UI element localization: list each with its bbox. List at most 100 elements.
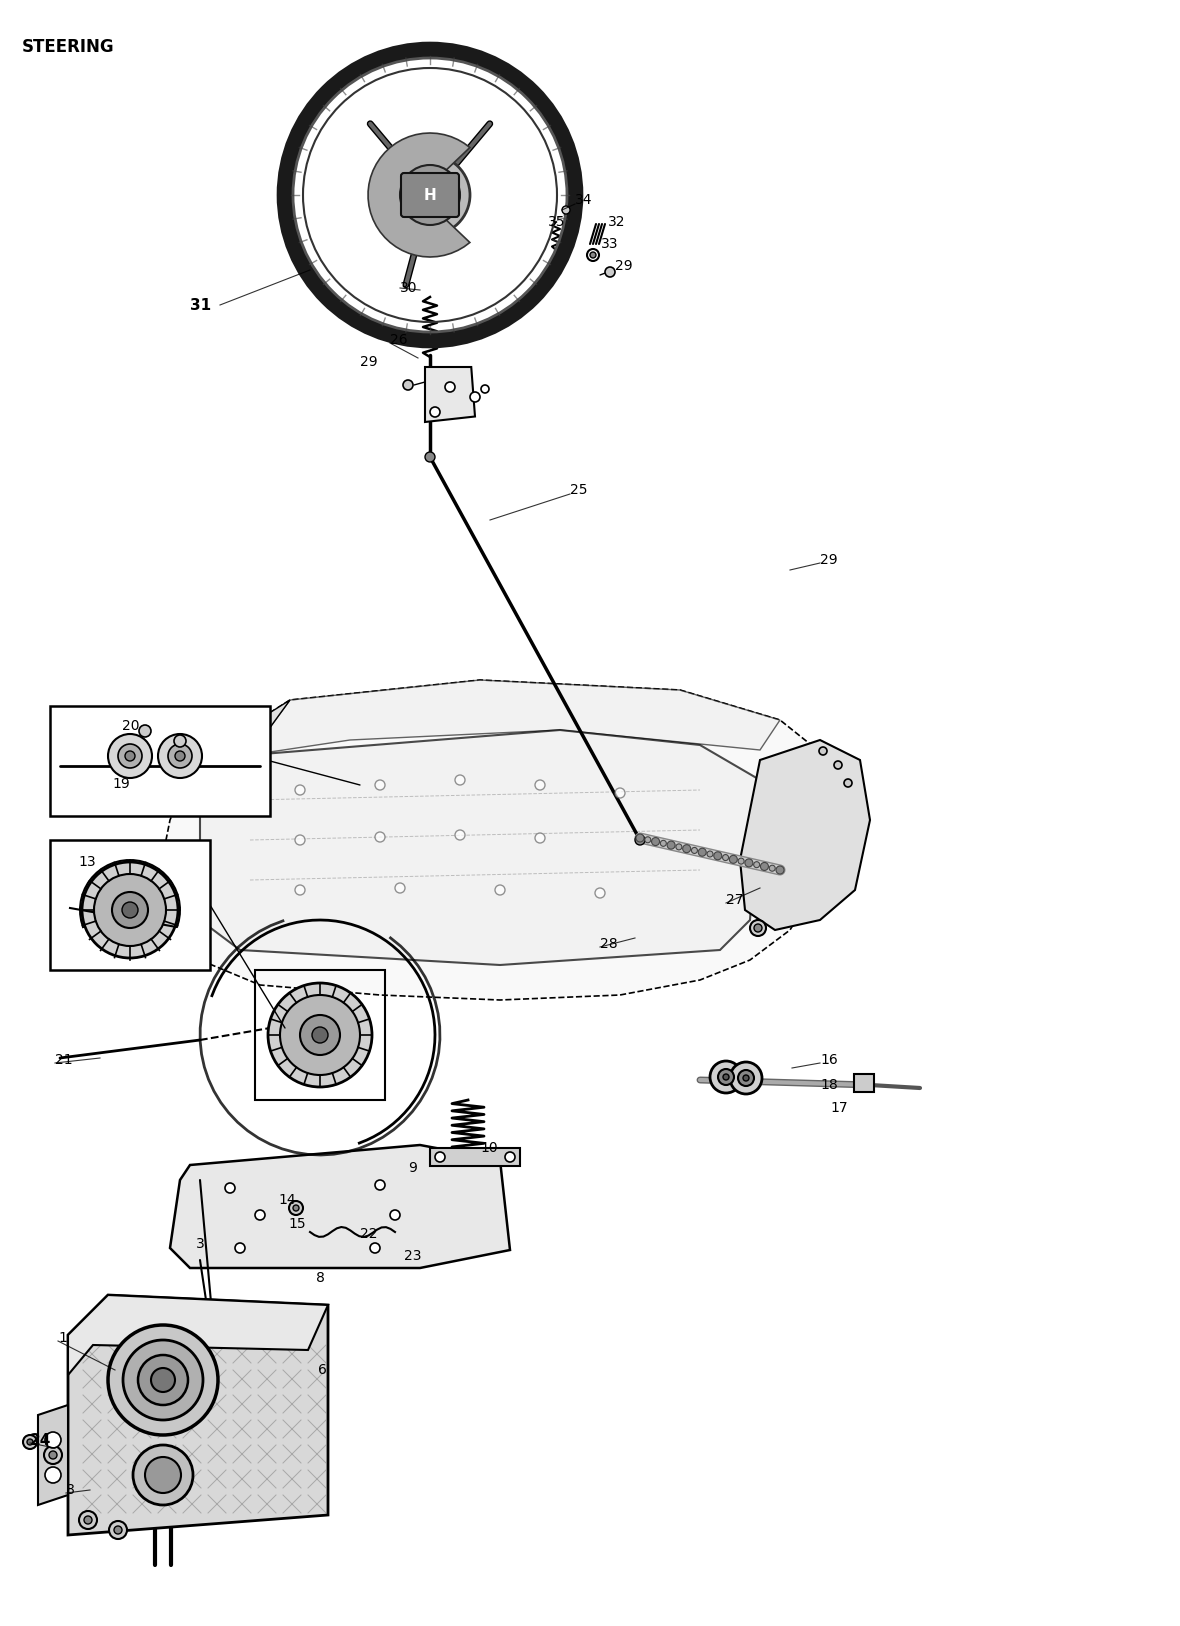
Circle shape [173,735,186,746]
Circle shape [739,859,745,863]
Circle shape [295,836,304,846]
Text: 3: 3 [196,1237,205,1250]
Circle shape [445,382,455,392]
Polygon shape [250,680,780,754]
Bar [255,971,385,1101]
Text: 34: 34 [575,193,592,207]
Text: 33: 33 [601,237,618,250]
Circle shape [114,1525,122,1533]
Text: 35: 35 [548,215,565,229]
Circle shape [375,833,385,842]
Text: 30: 30 [400,281,418,294]
Circle shape [586,249,599,262]
Circle shape [707,850,713,857]
Text: 31: 31 [190,298,211,312]
Circle shape [255,1210,266,1220]
Circle shape [404,380,413,390]
Circle shape [151,1367,175,1392]
Circle shape [667,841,675,849]
Circle shape [470,392,480,402]
Circle shape [139,725,151,737]
Circle shape [300,1015,340,1055]
Circle shape [391,1210,400,1220]
Text: 8: 8 [316,1272,324,1285]
Text: 25: 25 [570,483,588,498]
Circle shape [375,1180,385,1190]
Circle shape [683,844,690,852]
Circle shape [717,1068,734,1085]
Circle shape [44,1446,63,1463]
Circle shape [723,1075,729,1080]
Circle shape [494,885,505,894]
Circle shape [834,761,843,769]
Circle shape [84,1515,92,1524]
Text: 20: 20 [122,719,139,733]
Text: 18: 18 [820,1078,838,1093]
Circle shape [745,859,753,867]
Polygon shape [195,701,290,790]
Circle shape [400,164,460,224]
Text: 29: 29 [615,259,632,273]
Circle shape [289,1202,303,1215]
Circle shape [636,834,644,842]
Circle shape [743,1075,749,1081]
Circle shape [317,81,543,307]
Text: 21: 21 [55,1054,73,1067]
Circle shape [125,751,135,761]
Polygon shape [160,680,840,1000]
Bar [50,706,270,816]
Text: 24: 24 [30,1433,52,1447]
Circle shape [235,1242,245,1254]
Text: 9: 9 [408,1161,417,1176]
Circle shape [691,847,697,854]
Circle shape [293,1205,299,1211]
Circle shape [590,252,596,259]
Bar [854,1075,874,1093]
Circle shape [268,984,372,1088]
Text: 32: 32 [608,215,625,229]
Circle shape [760,862,768,870]
Text: H: H [424,187,437,203]
Circle shape [81,862,178,958]
Text: 1: 1 [58,1332,67,1345]
Circle shape [145,1457,181,1493]
Polygon shape [199,730,760,964]
Text: STEERING: STEERING [22,37,114,55]
Circle shape [754,924,762,932]
Circle shape [50,1450,57,1459]
Circle shape [455,776,465,785]
Circle shape [710,1062,742,1093]
Text: 29: 29 [820,553,838,567]
Text: 27: 27 [726,893,743,907]
Circle shape [714,852,722,860]
Circle shape [776,867,784,875]
Polygon shape [170,1145,510,1268]
Circle shape [27,1439,33,1446]
Circle shape [109,733,152,777]
Circle shape [280,995,360,1075]
Text: 28: 28 [599,937,617,951]
Circle shape [676,844,682,850]
Circle shape [45,1467,61,1483]
Circle shape [435,1151,445,1163]
Circle shape [158,733,202,777]
Text: 10: 10 [480,1141,498,1154]
Circle shape [730,1062,762,1094]
Text: 13: 13 [78,855,96,868]
Polygon shape [368,133,470,257]
Circle shape [109,1520,127,1538]
Circle shape [295,785,304,795]
Bar [50,841,210,971]
Circle shape [112,893,148,928]
Circle shape [168,745,192,767]
Circle shape [94,875,166,946]
Circle shape [455,829,465,841]
Circle shape [109,1325,218,1436]
Circle shape [395,883,405,893]
Polygon shape [425,367,476,423]
Circle shape [605,267,615,276]
Circle shape [754,862,760,868]
Circle shape [295,885,304,894]
Circle shape [644,837,651,842]
Circle shape [430,406,440,416]
